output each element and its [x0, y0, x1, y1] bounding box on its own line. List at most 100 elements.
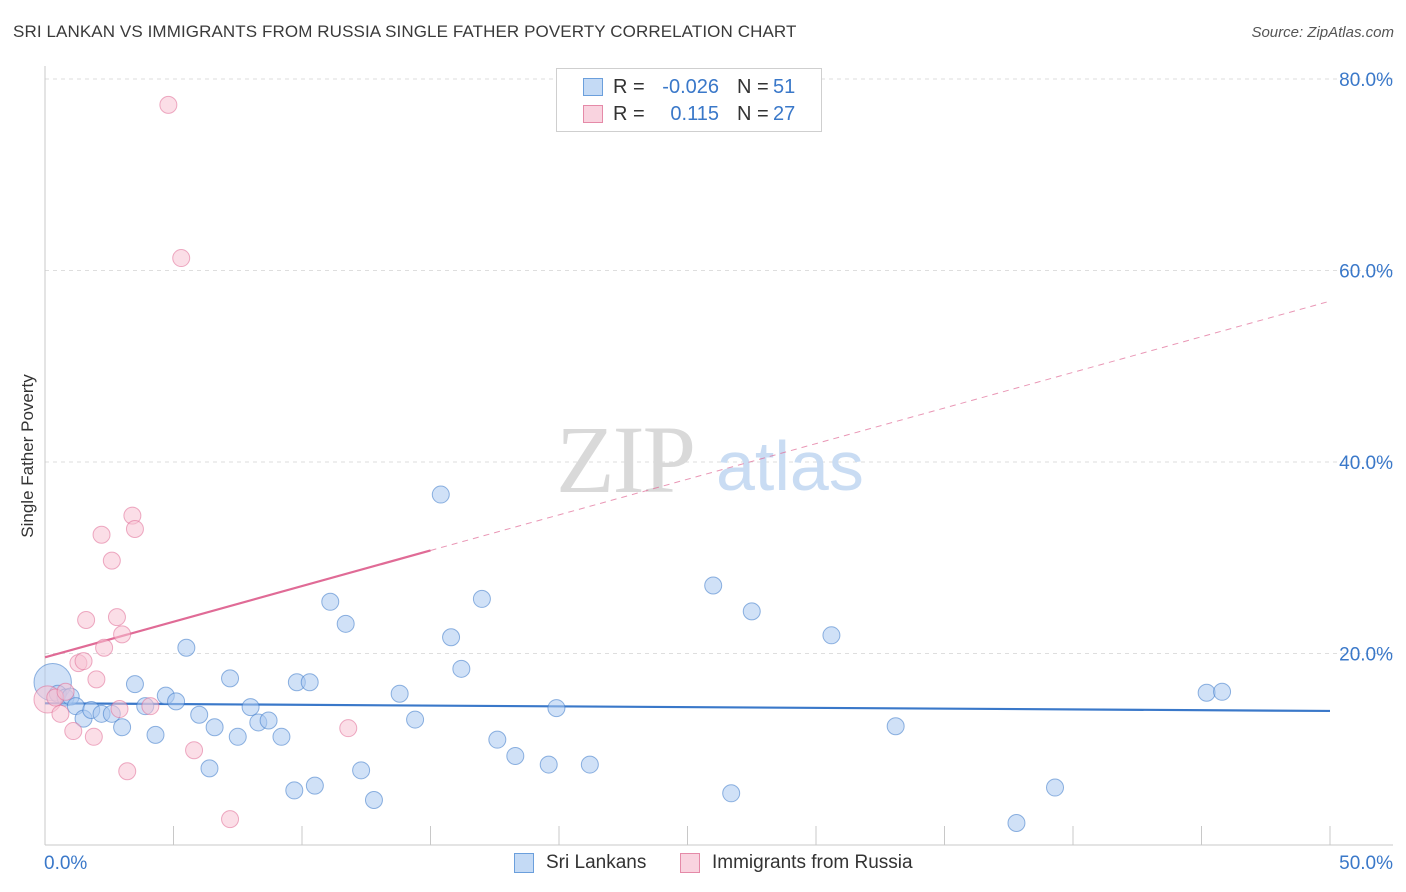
- point-sri-lankans: [1197, 683, 1216, 702]
- bottom-legend-sri-lankans: Sri Lankans: [514, 852, 646, 874]
- tick-labels: 20.0% 40.0% 60.0% 80.0% 0.0% 50.0%: [44, 70, 1393, 874]
- trend-line-russia: [44, 549, 431, 659]
- point-sri-lankans: [177, 638, 196, 657]
- point-russia: [107, 608, 126, 627]
- point-russia: [339, 719, 358, 738]
- point-russia: [95, 638, 114, 657]
- point-sri-lankans: [1007, 813, 1026, 832]
- axes: [44, 66, 1393, 846]
- legend-r-value: -0.026: [662, 75, 719, 98]
- bottom-legend-swatch-pink: [680, 853, 700, 873]
- point-sri-lankans: [146, 725, 165, 744]
- legend-n-label: N =: [737, 75, 769, 98]
- point-sri-lankans: [336, 614, 355, 633]
- point-russia: [56, 682, 75, 701]
- point-sri-lankans: [452, 659, 471, 678]
- point-sri-lankans: [205, 718, 224, 737]
- point-sri-lankans: [285, 781, 304, 800]
- point-sri-lankans: [364, 790, 383, 809]
- legend-row-russia: R = 0.115 N = 27: [583, 102, 795, 126]
- x-tick-label: 50.0%: [1339, 853, 1393, 874]
- y-tick-label: 40.0%: [1339, 453, 1393, 474]
- point-sri-lankans: [221, 669, 240, 688]
- point-sri-lankans: [300, 673, 319, 692]
- x-tick-label: 0.0%: [44, 853, 87, 874]
- point-sri-lankans: [272, 727, 291, 746]
- legend-r-label: R =: [613, 102, 645, 125]
- point-russia: [74, 652, 93, 671]
- watermark-zip: ZIP: [556, 406, 694, 513]
- chart-title: SRI LANKAN VS IMMIGRANTS FROM RUSSIA SIN…: [13, 22, 797, 41]
- point-russia: [102, 551, 121, 570]
- watermark-atlas: atlas: [716, 427, 864, 505]
- point-sri-lankans: [200, 759, 219, 778]
- legend-r-value: 0.115: [670, 102, 719, 125]
- gridlines: [45, 78, 1393, 654]
- legend-swatch-pink: [583, 105, 603, 123]
- bottom-legend-russia: Immigrants from Russia: [680, 852, 913, 874]
- y-axis-label: Single Father Poverty: [18, 374, 37, 538]
- legend-swatch-blue: [583, 78, 603, 96]
- point-sri-lankans: [722, 784, 741, 803]
- point-sri-lankans: [547, 699, 566, 718]
- point-sri-lankans: [321, 592, 340, 611]
- point-russia: [118, 762, 137, 781]
- point-russia: [141, 697, 160, 716]
- trend-line-russia-extension: [430, 300, 1331, 551]
- point-sri-lankans: [580, 755, 599, 774]
- point-sri-lankans: [488, 730, 507, 749]
- point-sri-lankans: [506, 746, 525, 765]
- point-russia: [172, 249, 191, 268]
- point-sri-lankans: [539, 755, 558, 774]
- point-sri-lankans: [167, 692, 186, 711]
- point-sri-lankans: [1046, 778, 1065, 797]
- y-tick-label: 60.0%: [1339, 262, 1393, 283]
- point-russia: [159, 95, 178, 114]
- point-russia: [221, 810, 240, 829]
- data-points: [33, 95, 1232, 832]
- bottom-legend-label: Immigrants from Russia: [712, 852, 913, 873]
- point-russia: [84, 727, 103, 746]
- trend-line-sri-lankans: [44, 702, 1331, 713]
- watermark: ZIP atlas: [556, 406, 864, 513]
- legend-n-value: 27: [773, 102, 796, 125]
- point-russia: [185, 741, 204, 760]
- point-sri-lankans: [305, 776, 324, 795]
- y-tick-label: 80.0%: [1339, 70, 1393, 91]
- point-sri-lankans: [125, 675, 144, 694]
- point-russia: [77, 610, 96, 629]
- point-sri-lankans: [704, 576, 723, 595]
- point-sri-lankans: [886, 717, 905, 736]
- stats-legend: R = -0.026 N = 51 R = 0.115 N = 27: [556, 68, 822, 132]
- point-russia: [64, 722, 83, 741]
- point-sri-lankans: [352, 761, 371, 780]
- point-sri-lankans: [742, 602, 761, 621]
- point-sri-lankans: [259, 711, 278, 730]
- point-russia: [110, 700, 129, 719]
- point-sri-lankans: [190, 705, 209, 724]
- legend-n-label: N =: [737, 102, 769, 125]
- point-sri-lankans: [390, 684, 409, 703]
- bottom-legend-label: Sri Lankans: [546, 852, 647, 873]
- source-label: Source: ZipAtlas.com: [1251, 24, 1394, 41]
- point-russia: [51, 704, 70, 723]
- legend-n-value: 51: [773, 75, 796, 98]
- legend-row-sri-lankans: R = -0.026 N = 51: [583, 75, 795, 99]
- point-sri-lankans: [1213, 682, 1232, 701]
- point-russia: [92, 525, 111, 544]
- point-sri-lankans: [442, 628, 461, 647]
- point-sri-lankans: [472, 589, 491, 608]
- legend-r-label: R =: [613, 75, 645, 98]
- point-sri-lankans: [228, 727, 247, 746]
- point-russia: [113, 625, 132, 644]
- point-sri-lankans: [113, 718, 132, 737]
- point-russia: [125, 520, 144, 539]
- bottom-legend-swatch-blue: [514, 853, 534, 873]
- point-sri-lankans: [822, 626, 841, 645]
- point-sri-lankans: [431, 485, 450, 504]
- bottom-legend: Sri Lankans Immigrants from Russia: [0, 852, 1406, 878]
- point-russia: [87, 670, 106, 689]
- point-sri-lankans: [406, 710, 425, 729]
- point-sri-lankans: [241, 698, 260, 717]
